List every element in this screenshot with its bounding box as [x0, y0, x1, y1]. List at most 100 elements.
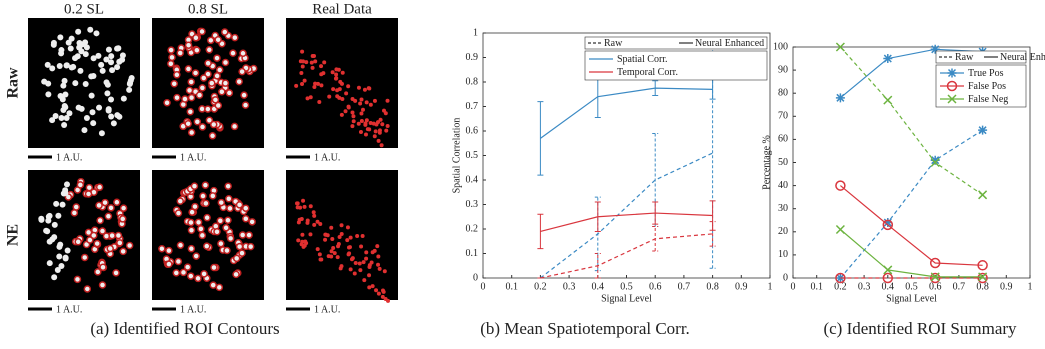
roi-cell [334, 73, 338, 77]
x-tick-label: 0.1 [810, 281, 823, 292]
roi-cell [353, 271, 357, 275]
roi-cell [189, 130, 195, 136]
roi-cell [99, 228, 105, 234]
roi-cell [309, 95, 313, 99]
marker-shape [948, 69, 957, 78]
y-tick-label: 0 [783, 272, 788, 283]
roi-cell [108, 97, 114, 103]
roi-cell [384, 111, 388, 115]
roi-cell [57, 242, 63, 248]
roi-cell [339, 266, 343, 270]
roi-cell [381, 289, 385, 293]
roi-cell [195, 275, 201, 281]
caption: (b) Mean Spatiotemporal Corr. [480, 319, 690, 338]
roi-cell [363, 88, 367, 92]
y-tick-label: 0.1 [466, 248, 479, 259]
roi-cell [330, 237, 334, 241]
roi-cell [188, 246, 194, 252]
scale-label: 1 A.U. [314, 304, 340, 315]
roi-cell [386, 99, 390, 103]
roi-cell [111, 120, 117, 126]
x-tick-label: 0 [791, 281, 796, 292]
roi-cell [105, 82, 111, 88]
roi-cell [232, 123, 238, 129]
roi-cell [296, 238, 300, 242]
roi-cell [344, 109, 348, 113]
roi-cell [84, 44, 90, 50]
marker-shape [883, 54, 892, 63]
x-tick-label: 0.2 [534, 281, 547, 292]
legend-label: Raw [955, 52, 974, 63]
roi-cell [369, 103, 373, 107]
roi-cell [222, 29, 228, 35]
roi-cell [337, 242, 341, 246]
roi-cell [192, 204, 198, 210]
roi-cell [318, 222, 322, 226]
roi-cell [243, 205, 249, 211]
roi-cell [77, 182, 83, 188]
roi-cell [120, 248, 126, 254]
roi-cell [380, 122, 384, 126]
roi-cell [312, 85, 316, 89]
roi-cell [212, 97, 218, 103]
roi-cell [318, 252, 322, 256]
roi-cell [227, 205, 233, 211]
roi-cell [96, 202, 102, 208]
roi-cell [349, 267, 353, 271]
marker [978, 126, 987, 135]
marker [979, 191, 987, 199]
roi-cell [367, 285, 371, 289]
roi-cell [206, 47, 212, 53]
y-tick-label: 0.3 [466, 199, 479, 210]
roi-cell [204, 215, 210, 221]
legend-label: False Pos [968, 81, 1006, 92]
scale-label: 1 A.U. [180, 152, 206, 163]
roi-cell [367, 265, 371, 269]
roi-cell [346, 225, 350, 229]
roi-cell [166, 248, 172, 254]
roi-cell [94, 241, 100, 247]
roi-cell [367, 273, 371, 277]
roi-cell [308, 232, 312, 236]
x-tick-label: 0.4 [592, 281, 605, 292]
roi-cell [351, 114, 355, 118]
roi-cell [323, 238, 327, 242]
roi-cell [189, 95, 195, 101]
y-tick-label: 90 [778, 64, 788, 75]
roi-cell [169, 54, 175, 60]
roi-cell [222, 80, 228, 86]
roi-cell [108, 205, 114, 211]
error-bar [537, 102, 543, 176]
roi-cell [301, 199, 305, 203]
marker [883, 54, 892, 63]
roi-cell [193, 253, 199, 259]
roi-cell [105, 213, 111, 219]
y-tick-label: 0.8 [466, 76, 479, 87]
roi-cell [336, 255, 340, 259]
roi-cell [164, 100, 170, 106]
roi-cell [116, 114, 122, 120]
roi-cell [241, 92, 247, 98]
roi-cell [365, 118, 369, 122]
roi-cell [331, 70, 335, 74]
y-tick-label: 0 [473, 272, 478, 283]
y-tick-label: 20 [778, 226, 788, 237]
x-tick-label: 0.7 [678, 281, 691, 292]
y-tick-label: 0.4 [466, 174, 479, 185]
roi-cell [38, 217, 44, 223]
roi-cell [100, 264, 106, 270]
roi-cell [168, 61, 174, 67]
roi-cell [350, 124, 354, 128]
roi-cell [363, 123, 367, 127]
y-tick-label: 0.9 [466, 52, 479, 63]
roi-cell [306, 218, 310, 222]
y-tick-label: 10 [778, 249, 788, 260]
roi-cell [60, 83, 66, 89]
roi-cell [378, 267, 382, 271]
roi-cell [319, 72, 323, 76]
roi-cell [100, 282, 106, 288]
roi-cell [240, 50, 246, 56]
roi-cell [294, 84, 298, 88]
roi-cell [61, 190, 67, 196]
roi-cell [60, 202, 66, 208]
